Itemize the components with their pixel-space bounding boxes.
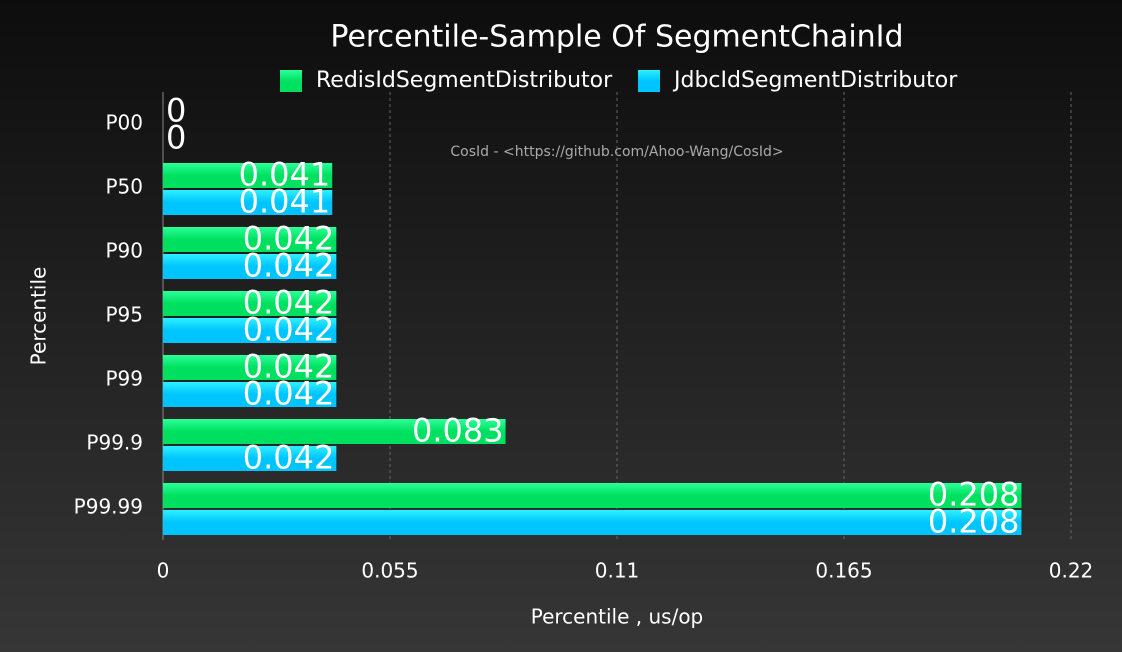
bar	[163, 355, 337, 380]
data-label: 0	[166, 119, 186, 157]
x-tick-label: 0.22	[1049, 559, 1094, 583]
data-label: 0.042	[243, 284, 335, 322]
x-tick-label: 0.11	[595, 559, 640, 583]
y-axis-label: Percentile	[27, 267, 51, 366]
data-label: 0.208	[928, 503, 1020, 541]
bar	[163, 382, 337, 407]
legend-label: JdbcIdSegmentDistributor	[672, 68, 958, 93]
bar	[163, 318, 337, 343]
legend-swatch	[280, 70, 302, 92]
data-label: 0.042	[243, 375, 335, 413]
bar	[163, 291, 337, 316]
data-label: 0.042	[243, 220, 335, 258]
data-label: 0.041	[239, 156, 331, 194]
y-tick-label: P50	[105, 175, 143, 199]
data-label: 0.041	[239, 183, 331, 221]
y-tick-label: P99.9	[86, 431, 143, 455]
x-tick-label: 0.055	[361, 559, 418, 583]
y-tick-label: P95	[105, 303, 143, 327]
bar	[163, 483, 1022, 508]
x-tick-label: 0	[157, 559, 170, 583]
data-label: 0	[166, 92, 186, 130]
bar	[163, 446, 337, 471]
data-label: 0.208	[928, 476, 1020, 514]
data-label: 0.042	[243, 348, 335, 386]
bar	[163, 190, 333, 215]
data-label: 0.042	[243, 247, 335, 285]
data-label: 0.083	[412, 412, 504, 450]
bar	[163, 419, 506, 444]
chart-title: Percentile-Sample Of SegmentChainId	[330, 20, 903, 55]
y-tick-label: P90	[105, 239, 143, 263]
y-tick-label: P99.99	[74, 495, 143, 519]
x-tick-label: 0.165	[815, 559, 872, 583]
bar	[163, 163, 333, 188]
legend-swatch	[638, 70, 660, 92]
x-axis-label: Percentile , us/op	[531, 605, 704, 629]
bar	[163, 227, 337, 252]
bar	[163, 254, 337, 279]
data-label: 0.042	[243, 439, 335, 477]
data-label: 0.042	[243, 311, 335, 349]
y-tick-label: P00	[105, 111, 143, 135]
y-tick-label: P99	[105, 367, 143, 391]
bar	[163, 510, 1022, 535]
legend-label: RedisIdSegmentDistributor	[316, 68, 613, 93]
